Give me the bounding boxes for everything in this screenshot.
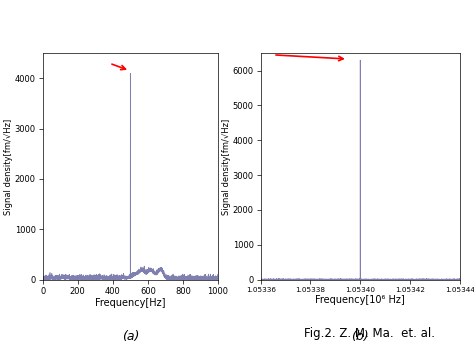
X-axis label: Frequency[Hz]: Frequency[Hz] bbox=[95, 298, 165, 308]
Y-axis label: Signal density[fm/√Hz]: Signal density[fm/√Hz] bbox=[222, 118, 231, 215]
Y-axis label: Signal density[fm/√Hz]: Signal density[fm/√Hz] bbox=[4, 118, 13, 215]
Text: Fig.2. Z. M. Ma.  et. al.: Fig.2. Z. M. Ma. et. al. bbox=[304, 327, 435, 340]
Text: (b): (b) bbox=[351, 330, 369, 343]
X-axis label: Frequency[10⁶ Hz]: Frequency[10⁶ Hz] bbox=[315, 295, 405, 306]
Text: (a): (a) bbox=[122, 330, 139, 343]
